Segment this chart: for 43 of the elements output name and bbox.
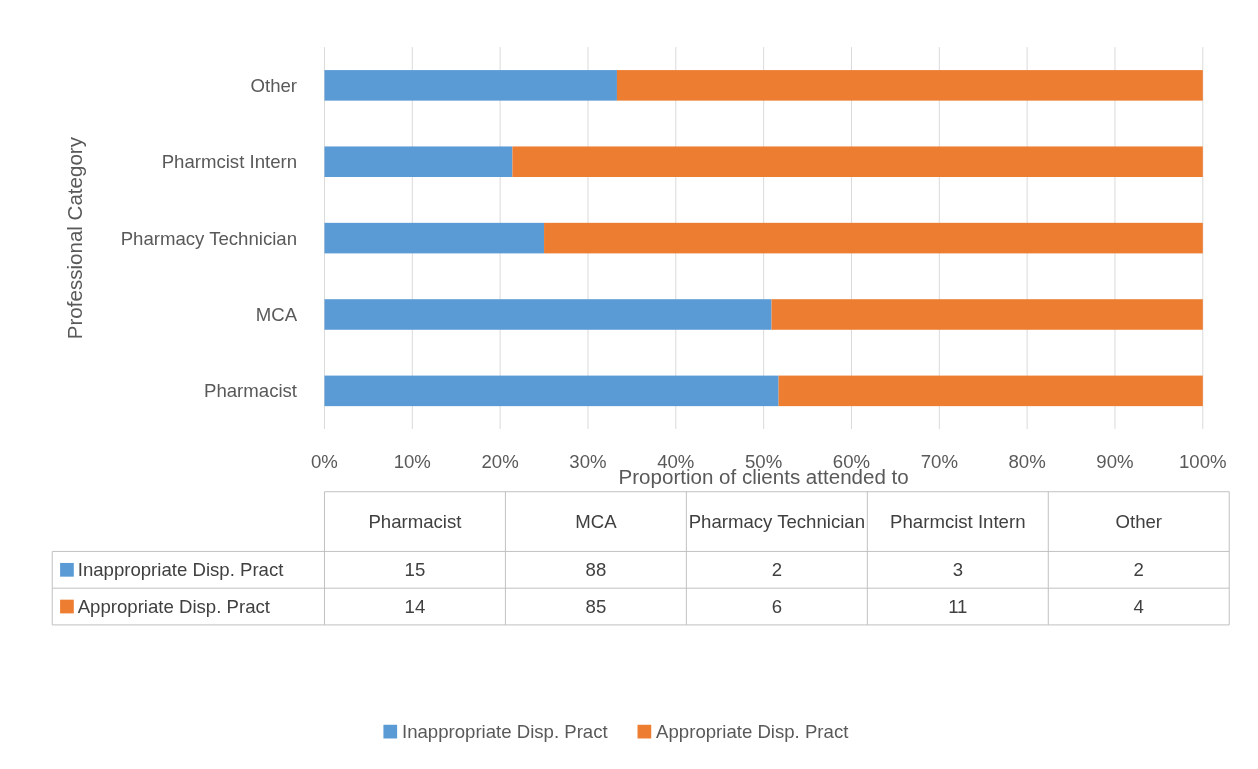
x-tick-label: 10%	[393, 451, 431, 473]
y-tick-label: Pharmcist Intern	[161, 151, 298, 173]
category-label: Pharmacist	[368, 511, 463, 533]
x-tick-label: 0%	[311, 451, 338, 473]
data-label: 15	[404, 559, 426, 581]
y-tick-label: Other	[250, 74, 298, 96]
x-tick-label: 80%	[1008, 451, 1046, 473]
category-label: MCA	[575, 511, 618, 533]
y-tick-label: MCA	[255, 304, 298, 325]
y-tick-label: Pharmacist	[204, 380, 298, 402]
data-label: 2	[1133, 559, 1144, 581]
bar	[324, 70, 617, 101]
x-tick-label: 30%	[569, 451, 607, 473]
category-label: Pharmcist Intern	[890, 511, 1026, 533]
bar	[512, 146, 1203, 178]
bar	[324, 299, 772, 330]
y-tick-label: Pharmacy Technician	[120, 227, 298, 249]
data-label: 6	[771, 596, 783, 618]
category-label: Other	[1115, 511, 1163, 533]
bar	[771, 299, 1203, 330]
bar	[324, 146, 513, 178]
bar	[778, 375, 1203, 407]
data-label: 11	[948, 596, 968, 618]
bar	[324, 375, 779, 407]
data-label: 3	[952, 559, 963, 581]
legend-label: Appropriate Disp. Pract	[77, 596, 271, 618]
data-label: 85	[585, 596, 607, 618]
category-label: Pharmacy Technician	[688, 511, 866, 533]
legend-label: Inappropriate Disp. Pract	[77, 559, 285, 581]
bar	[544, 222, 1203, 254]
x-tick-label: 100%	[1179, 451, 1227, 473]
x-tick-label: 70%	[920, 451, 958, 473]
data-label: 88	[585, 559, 607, 581]
data-label: 14	[404, 596, 426, 618]
bar	[324, 222, 545, 254]
legend-label: Inappropriate Disp. Pract	[402, 721, 609, 743]
data-label: 4	[1133, 596, 1144, 618]
data-label: 2	[771, 559, 783, 581]
x-tick-label: 90%	[1096, 451, 1134, 473]
x-tick-label: 20%	[481, 451, 519, 473]
y-axis-title: Professional Category	[62, 136, 86, 340]
bar	[616, 70, 1203, 101]
legend-label: Appropriate Disp. Pract	[656, 721, 850, 743]
